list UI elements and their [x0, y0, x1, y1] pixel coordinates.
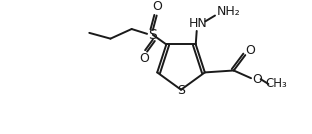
Text: NH₂: NH₂: [217, 5, 240, 18]
Text: O: O: [139, 52, 149, 65]
Text: O: O: [153, 0, 163, 13]
Text: S: S: [177, 84, 185, 97]
Text: O: O: [252, 73, 262, 86]
Text: CH₃: CH₃: [265, 77, 287, 90]
Text: O: O: [245, 44, 255, 57]
Text: HN: HN: [188, 17, 207, 30]
Text: S: S: [149, 28, 157, 42]
